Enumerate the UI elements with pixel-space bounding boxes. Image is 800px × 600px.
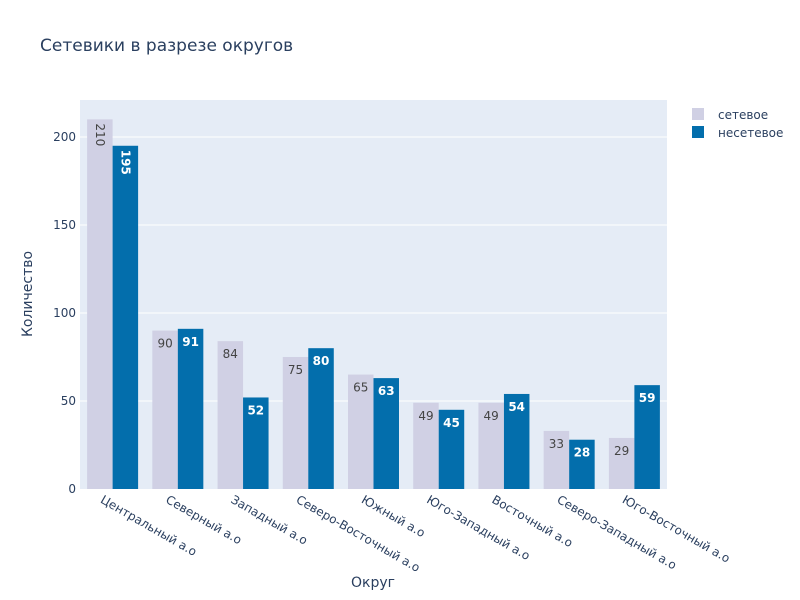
bar-value-label: 33 [549, 437, 564, 451]
y-axis-ticks: 0 50 100 150 200 [53, 130, 76, 496]
bar[interactable] [608, 437, 635, 489]
bar[interactable] [177, 328, 204, 489]
bar-value-label: 65 [353, 381, 368, 395]
bar-value-label: 84 [223, 347, 238, 361]
bar[interactable] [308, 348, 334, 489]
y-tick-label: 200 [53, 130, 76, 144]
bar[interactable] [478, 402, 504, 489]
bar[interactable] [413, 402, 439, 489]
bar[interactable] [503, 393, 530, 489]
bar-value-label: 63 [378, 384, 395, 398]
bar[interactable] [282, 356, 309, 489]
bar[interactable] [438, 409, 465, 489]
bar-value-label: 54 [508, 400, 525, 414]
bar[interactable] [217, 341, 244, 489]
bar[interactable] [112, 145, 139, 489]
bar[interactable] [569, 439, 595, 489]
y-tick-label: 0 [68, 482, 76, 496]
bar[interactable] [634, 385, 660, 489]
bar-value-label: 210 [93, 123, 107, 146]
x-axis-title: Округ [351, 575, 395, 591]
bar-value-label: 75 [288, 363, 303, 377]
x-tick-label: Северо-Западный а.о [555, 492, 679, 572]
bar-value-label: 49 [418, 409, 433, 423]
x-tick-label: Юго-Восточный а.о [620, 492, 733, 565]
y-tick-label: 100 [53, 306, 76, 320]
y-tick-label: 50 [61, 394, 76, 408]
bar[interactable] [243, 397, 269, 489]
y-tick-label: 150 [53, 218, 76, 232]
legend-item-label[interactable]: сетевое [718, 108, 768, 122]
bar[interactable] [152, 330, 178, 489]
chart-title: Сетевики в разрезе округов [40, 36, 293, 56]
bar-value-label: 45 [443, 416, 460, 430]
bar[interactable] [543, 430, 570, 489]
bar-value-label: 52 [247, 403, 264, 417]
bar-value-label: 59 [639, 391, 656, 405]
legend[interactable]: сетевое несетевое [692, 108, 783, 140]
bar-value-label: 80 [313, 354, 330, 368]
x-tick-label: Северо-Восточный а.о [294, 492, 423, 574]
bar-value-label: 28 [574, 446, 591, 460]
legend-swatch[interactable] [692, 126, 704, 138]
bar-value-label: 90 [157, 337, 172, 351]
bar-value-label: 29 [614, 444, 629, 458]
bar[interactable] [87, 119, 113, 489]
y-axis-title: Количество [20, 251, 36, 337]
bar-value-label: 49 [484, 409, 499, 423]
bar-value-label: 195 [118, 150, 132, 175]
bar-value-label: 91 [182, 335, 199, 349]
data-labels: 210 90 84 75 65 49 49 33 29 195 91 52 80 63 45 54 28 59 [93, 123, 656, 459]
legend-item-label[interactable]: несетевое [718, 126, 783, 140]
bar[interactable] [373, 378, 400, 489]
bar[interactable] [348, 374, 374, 489]
legend-swatch[interactable] [692, 108, 704, 120]
bars [87, 119, 660, 489]
